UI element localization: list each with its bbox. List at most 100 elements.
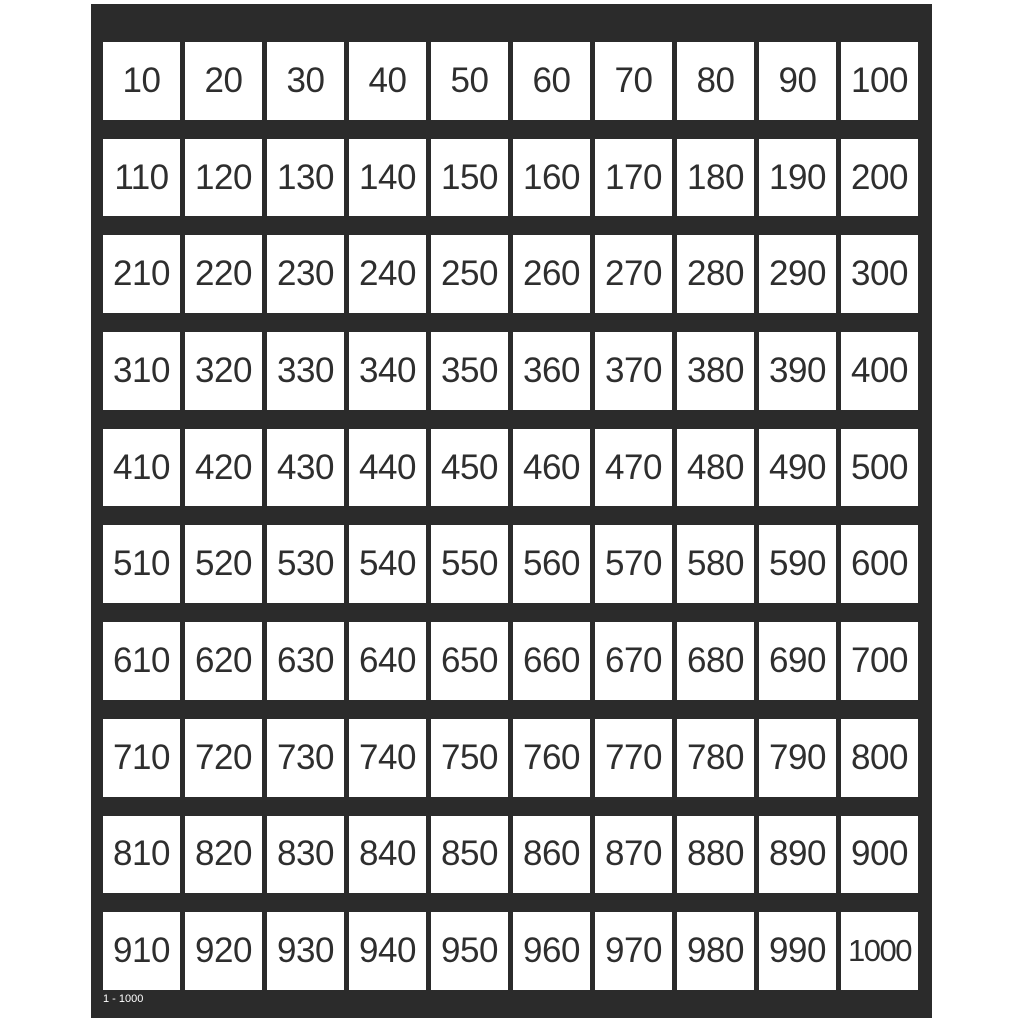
number-card: 500: [841, 428, 918, 507]
number-card: 300: [841, 235, 918, 314]
number-card: 790: [759, 718, 836, 797]
number-card: 250: [431, 235, 508, 314]
number-card: 340: [349, 332, 426, 410]
number-card: 1000: [841, 912, 918, 990]
number-card: 150: [431, 138, 508, 217]
number-card: 820: [185, 815, 262, 894]
number-card: 560: [513, 525, 590, 604]
number-card: 10: [103, 42, 180, 120]
number-card: 900: [841, 815, 918, 894]
number-card: 850: [431, 815, 508, 894]
number-card: 690: [759, 622, 836, 700]
number-card: 630: [267, 622, 344, 700]
number-card: 650: [431, 622, 508, 700]
number-card: 370: [595, 332, 672, 410]
number-card: 550: [431, 525, 508, 604]
number-chart-board: 10 20 30 40 50 60 70 80 90 100 110 120 130 140 150 160 1…: [91, 4, 932, 1018]
number-card: 920: [185, 912, 262, 990]
number-card: 230: [267, 235, 344, 314]
number-card: 600: [841, 525, 918, 604]
number-card: 610: [103, 622, 180, 700]
number-card: 430: [267, 428, 344, 507]
number-card: 400: [841, 332, 918, 410]
number-card: 330: [267, 332, 344, 410]
number-card: 70: [595, 42, 672, 120]
number-card: 240: [349, 235, 426, 314]
number-card: 130: [267, 138, 344, 217]
number-card: 940: [349, 912, 426, 990]
number-card: 160: [513, 138, 590, 217]
number-card: 30: [267, 42, 344, 120]
number-card: 890: [759, 815, 836, 894]
number-card: 280: [677, 235, 754, 314]
number-card: 670: [595, 622, 672, 700]
number-card: 710: [103, 718, 180, 797]
number-card: 360: [513, 332, 590, 410]
number-card: 770: [595, 718, 672, 797]
number-card: 960: [513, 912, 590, 990]
number-card: 700: [841, 622, 918, 700]
number-card: 310: [103, 332, 180, 410]
number-card: 950: [431, 912, 508, 990]
number-card: 200: [841, 138, 918, 217]
number-card: 290: [759, 235, 836, 314]
number-card: 350: [431, 332, 508, 410]
number-card: 110: [103, 138, 180, 217]
number-card: 320: [185, 332, 262, 410]
number-card: 140: [349, 138, 426, 217]
number-grid: 10 20 30 40 50 60 70 80 90 100 110 120 130 140 150 160 1…: [103, 42, 918, 990]
number-card: 440: [349, 428, 426, 507]
number-card: 20: [185, 42, 262, 120]
number-card: 590: [759, 525, 836, 604]
number-card: 90: [759, 42, 836, 120]
number-card: 380: [677, 332, 754, 410]
number-card: 60: [513, 42, 590, 120]
number-card: 390: [759, 332, 836, 410]
number-card: 480: [677, 428, 754, 507]
number-card: 80: [677, 42, 754, 120]
number-card: 420: [185, 428, 262, 507]
number-card: 210: [103, 235, 180, 314]
number-card: 180: [677, 138, 754, 217]
number-card: 570: [595, 525, 672, 604]
number-card: 810: [103, 815, 180, 894]
number-card: 450: [431, 428, 508, 507]
number-card: 580: [677, 525, 754, 604]
number-card: 540: [349, 525, 426, 604]
number-card: 170: [595, 138, 672, 217]
number-card: 990: [759, 912, 836, 990]
range-label: 1 - 1000: [103, 993, 144, 1005]
number-card: 100: [841, 42, 918, 120]
number-card: 260: [513, 235, 590, 314]
number-card: 760: [513, 718, 590, 797]
number-card: 740: [349, 718, 426, 797]
number-card: 860: [513, 815, 590, 894]
number-card: 460: [513, 428, 590, 507]
number-card: 720: [185, 718, 262, 797]
number-card: 680: [677, 622, 754, 700]
number-card: 930: [267, 912, 344, 990]
number-card: 840: [349, 815, 426, 894]
number-card: 410: [103, 428, 180, 507]
number-card: 910: [103, 912, 180, 990]
number-card: 800: [841, 718, 918, 797]
number-card: 830: [267, 815, 344, 894]
number-card: 660: [513, 622, 590, 700]
number-card: 730: [267, 718, 344, 797]
number-card: 490: [759, 428, 836, 507]
number-card: 970: [595, 912, 672, 990]
number-card: 50: [431, 42, 508, 120]
number-card: 470: [595, 428, 672, 507]
number-card: 220: [185, 235, 262, 314]
number-card: 620: [185, 622, 262, 700]
number-card: 780: [677, 718, 754, 797]
number-card: 40: [349, 42, 426, 120]
number-card: 270: [595, 235, 672, 314]
number-card: 120: [185, 138, 262, 217]
number-card: 510: [103, 525, 180, 604]
number-card: 190: [759, 138, 836, 217]
number-card: 530: [267, 525, 344, 604]
number-card: 750: [431, 718, 508, 797]
number-card: 640: [349, 622, 426, 700]
number-card: 980: [677, 912, 754, 990]
